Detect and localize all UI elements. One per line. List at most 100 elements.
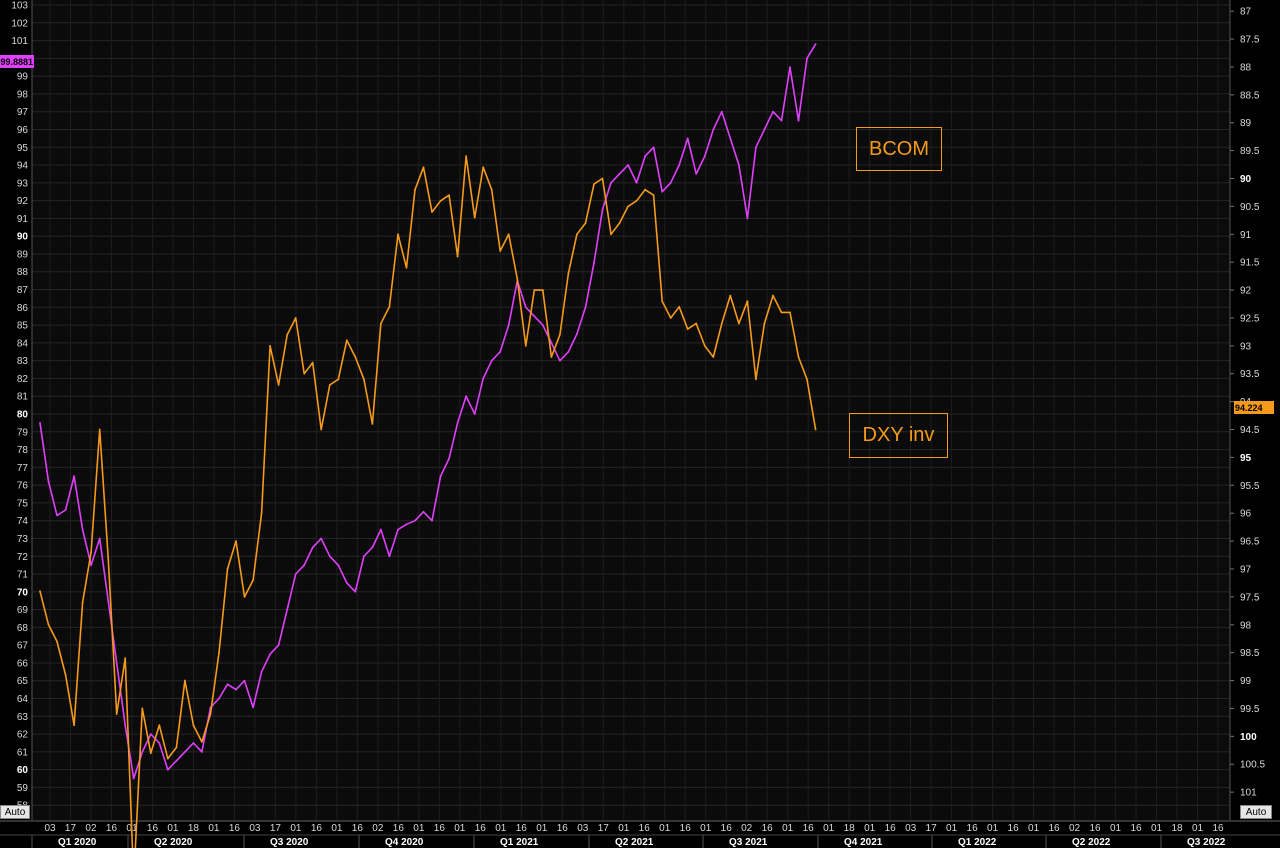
legend-dxy-inv: DXY inv <box>849 413 948 458</box>
x-quarter-label: Q4 2020 <box>385 837 424 848</box>
data-point-bcom <box>380 528 382 531</box>
left-tick-label: 72 <box>17 552 29 563</box>
data-point-dxy-inv <box>354 356 357 358</box>
left-tick-label: 101 <box>11 36 28 47</box>
left-tick-label: 78 <box>17 445 29 456</box>
data-point-bcom <box>439 475 442 478</box>
x-day-label: 16 <box>721 823 733 834</box>
left-tick-label: 79 <box>17 427 29 438</box>
data-point-bcom <box>490 359 493 362</box>
data-point-dxy-inv <box>243 596 246 598</box>
left-tick-label: 83 <box>17 356 29 367</box>
x-day-label: 18 <box>844 823 856 834</box>
left-tick-label: 65 <box>17 676 29 687</box>
data-point-bcom <box>98 537 101 540</box>
data-point-bcom <box>371 546 374 549</box>
data-point-bcom <box>260 670 263 673</box>
data-point-dxy-inv <box>277 384 280 386</box>
data-point-bcom <box>141 751 144 753</box>
x-day-label: 01 <box>700 823 712 834</box>
x-day-label: 03 <box>577 823 589 834</box>
x-day-label: 16 <box>1008 823 1020 834</box>
data-point-dxy-inv <box>652 194 655 197</box>
data-point-dxy-inv <box>311 361 314 364</box>
data-point-dxy-inv <box>166 757 169 760</box>
right-tick-label: 88.5 <box>1240 90 1260 101</box>
x-day-label: 18 <box>1171 823 1183 834</box>
data-point-bcom <box>166 768 169 771</box>
left-tick-label: 95 <box>17 143 29 154</box>
data-point-bcom <box>746 217 749 220</box>
data-point-dxy-inv <box>712 356 715 358</box>
data-point-bcom <box>814 43 817 45</box>
data-point-dxy-inv <box>703 345 706 347</box>
left-tick-label: 76 <box>17 481 29 492</box>
data-point-bcom <box>789 66 791 69</box>
x-day-label: 01 <box>1110 823 1122 834</box>
x-day-label: 02 <box>1069 823 1081 834</box>
data-point-bcom <box>610 181 612 184</box>
data-point-dxy-inv <box>431 211 433 213</box>
data-point-dxy-inv <box>601 177 604 180</box>
data-point-dxy-inv <box>456 255 459 258</box>
x-day-label: 01 <box>987 823 999 834</box>
left-axis-auto-button[interactable]: Auto <box>0 805 30 819</box>
data-point-dxy-inv <box>686 328 689 330</box>
x-day-label: 01 <box>782 823 794 834</box>
left-tick-label: 90 <box>17 232 29 243</box>
x-quarter-label: Q3 2020 <box>270 837 309 848</box>
data-point-bcom <box>184 751 186 753</box>
x-day-label: 01 <box>864 823 876 834</box>
right-tick-label: 90.5 <box>1240 202 1260 213</box>
data-point-bcom <box>482 377 485 380</box>
data-point-bcom <box>652 146 655 149</box>
right-tick-label: 91.5 <box>1240 258 1260 269</box>
left-tick-label: 85 <box>17 321 29 332</box>
data-point-bcom <box>124 724 127 727</box>
data-point-dxy-inv <box>610 233 612 236</box>
data-point-dxy-inv <box>235 540 237 542</box>
right-tick-label: 91 <box>1240 230 1252 241</box>
data-point-dxy-inv <box>729 294 732 297</box>
data-point-bcom <box>235 688 237 691</box>
left-tick-label: 73 <box>17 534 29 545</box>
data-point-bcom <box>635 181 638 184</box>
x-quarter-label: Q4 2021 <box>844 837 883 848</box>
series-line-bcom <box>39 43 817 780</box>
data-point-bcom <box>550 342 553 344</box>
data-point-dxy-inv <box>405 266 408 269</box>
data-point-dxy-inv <box>98 428 101 431</box>
data-point-bcom <box>388 555 391 558</box>
data-point-dxy-inv <box>294 317 297 319</box>
data-point-dxy-inv <box>226 568 229 570</box>
right-tick-label: 93 <box>1240 341 1252 352</box>
data-point-bcom <box>755 146 757 149</box>
data-point-dxy-inv <box>490 188 493 191</box>
data-point-bcom <box>115 662 118 664</box>
data-point-bcom <box>448 457 450 460</box>
left-tick-label: 87 <box>17 285 29 296</box>
left-tick-label: 75 <box>17 498 29 509</box>
data-point-bcom <box>405 523 408 526</box>
data-point-dxy-inv <box>269 345 271 347</box>
x-day-label: 02 <box>741 823 753 834</box>
x-day-label: 01 <box>823 823 835 834</box>
right-axis-auto-button[interactable]: Auto <box>1240 805 1272 819</box>
data-point-dxy-inv <box>797 356 800 358</box>
data-point-dxy-inv <box>439 199 442 202</box>
left-tick-label: 91 <box>17 214 29 225</box>
right-tick-label: 87.5 <box>1240 35 1260 46</box>
data-point-dxy-inv <box>814 428 817 431</box>
x-day-label: 16 <box>762 823 774 834</box>
data-point-bcom <box>320 537 323 540</box>
x-day-label: 16 <box>475 823 487 834</box>
left-tick-label: 70 <box>17 587 29 598</box>
data-point-bcom <box>47 480 50 483</box>
data-point-dxy-inv <box>371 423 374 425</box>
data-point-dxy-inv <box>115 713 118 715</box>
data-point-dxy-inv <box>380 322 382 325</box>
data-point-dxy-inv <box>260 512 263 515</box>
data-point-dxy-inv <box>720 322 723 325</box>
data-point-dxy-inv <box>524 345 527 347</box>
data-point-dxy-inv <box>473 216 476 219</box>
